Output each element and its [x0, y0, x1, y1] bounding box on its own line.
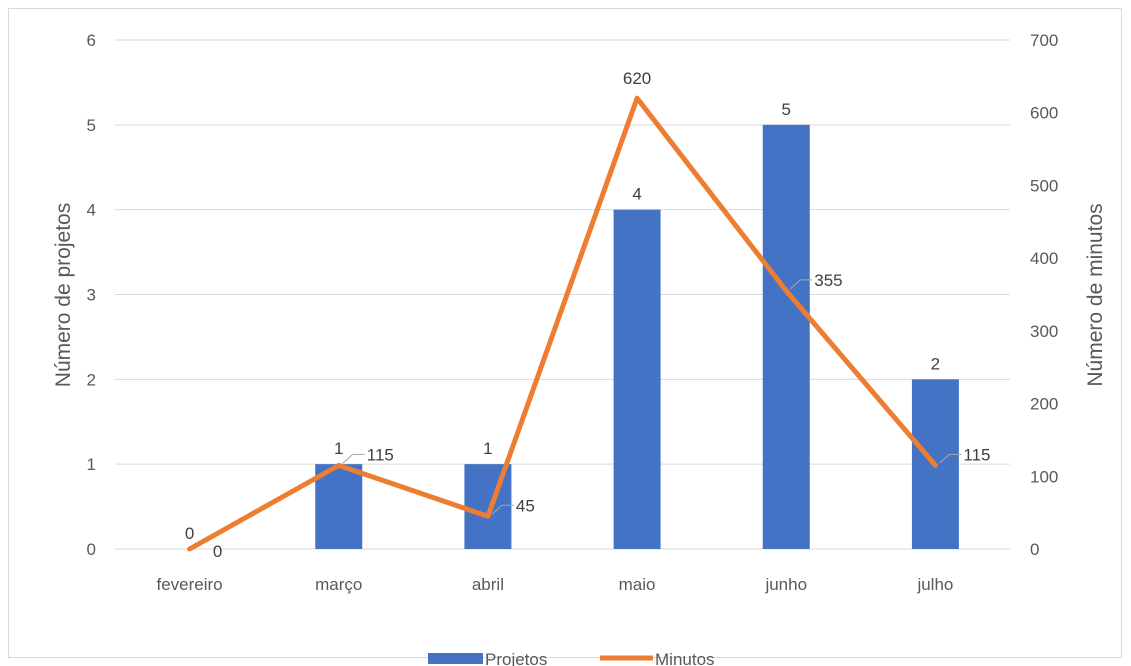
leader-line	[491, 504, 514, 515]
y-axis-title-right: Número de minutos	[1084, 203, 1107, 386]
bar-data-label: 1	[334, 439, 343, 458]
bar	[613, 209, 661, 549]
bar-data-label: 1	[483, 439, 492, 458]
x-tick-label: abril	[472, 575, 504, 594]
bar-data-label: 2	[931, 354, 940, 373]
bar-data-label: 0	[185, 524, 194, 543]
line-data-label: 45	[516, 496, 535, 515]
y-tick-label-right: 400	[1030, 249, 1058, 268]
x-tick-label: março	[315, 575, 362, 594]
legend: Projetos Minutos	[428, 650, 715, 666]
line-data-label: 115	[367, 445, 394, 464]
line-data-label: 115	[963, 445, 990, 464]
legend-swatch-projetos	[428, 653, 483, 664]
chart-frame	[8, 8, 1122, 658]
line-series-minutos	[187, 95, 938, 552]
leader-line	[789, 279, 813, 290]
y-tick-label-left: 0	[87, 540, 96, 559]
y-tick-label-right: 700	[1030, 31, 1058, 50]
y-tick-label-right: 200	[1030, 395, 1058, 414]
leader-line	[939, 453, 962, 464]
legend-label-minutos: Minutos	[655, 650, 715, 666]
x-tick-label: junho	[764, 575, 807, 594]
line-data-label: 0	[213, 542, 222, 561]
y-tick-label-left: 6	[87, 31, 96, 50]
y-tick-label-right: 100	[1030, 467, 1058, 486]
y-tick-label-left: 1	[87, 455, 96, 474]
y-tick-label-left: 3	[87, 286, 96, 305]
bar	[315, 464, 363, 549]
x-tick-label: fevereiro	[157, 575, 223, 594]
bar-data-label: 5	[782, 100, 791, 119]
y-tick-label-right: 300	[1030, 322, 1058, 341]
gridlines	[115, 39, 1010, 550]
bar	[762, 124, 810, 549]
line-data-label: 620	[623, 69, 651, 88]
y-tick-label-right: 500	[1030, 176, 1058, 195]
y-tick-label-left: 5	[87, 116, 96, 135]
x-tick-label: julho	[916, 575, 953, 594]
line-data-label: 355	[814, 271, 842, 290]
bar-series-projetos	[315, 124, 959, 549]
y-tick-label-right: 0	[1030, 540, 1039, 559]
bar-data-label: 4	[632, 185, 641, 204]
y-tick-label-right: 600	[1030, 104, 1058, 123]
legend-label-projetos: Projetos	[485, 650, 547, 666]
line-path	[187, 95, 938, 552]
x-tick-label: maio	[619, 575, 656, 594]
y-axis-title-left: Número de projetos	[52, 203, 75, 387]
y-tick-label-left: 2	[87, 370, 96, 389]
leader-line	[342, 453, 365, 464]
y-tick-label-left: 4	[87, 201, 96, 220]
